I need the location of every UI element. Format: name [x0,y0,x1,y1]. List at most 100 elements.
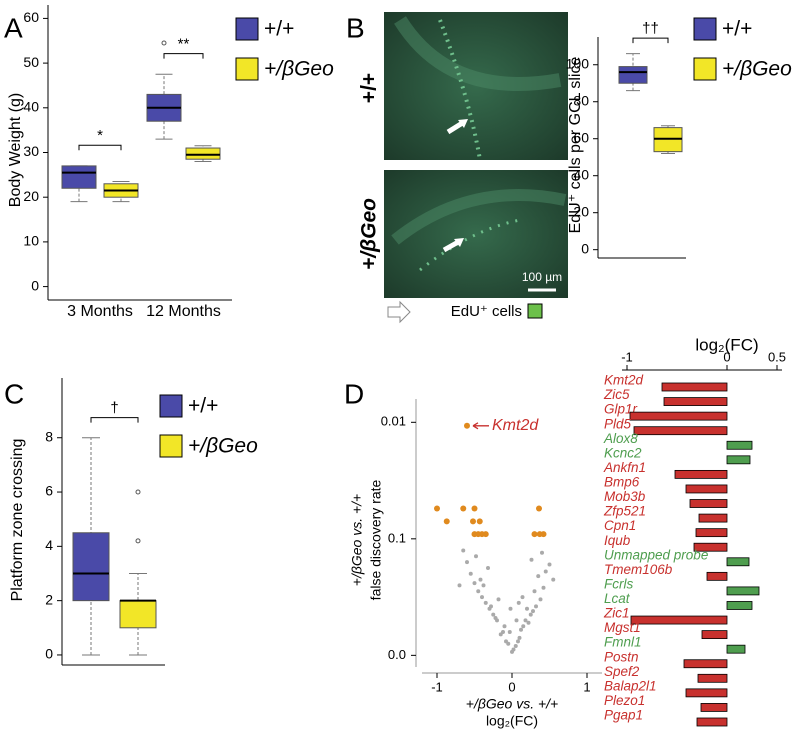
box [119,600,157,629]
gene-label: Pld5 [604,416,632,431]
significance-label: * [97,127,103,144]
gene-label: Unmapped probe [604,547,708,562]
point [536,505,542,512]
y-axis-title: Body Weight (g) [7,93,24,207]
bar [706,571,728,581]
point [478,577,483,582]
point [540,550,544,555]
stain-label: EdU⁺ cells [451,303,522,320]
point [483,600,488,605]
point [464,422,470,429]
bar [689,499,728,508]
x-tick-label: 0.5 [768,349,786,364]
gene-label: Fcrls [604,576,633,591]
bar [630,615,728,625]
point [474,554,478,559]
bar [726,557,750,567]
point [476,518,483,525]
y-tick-label: 40 [23,99,39,115]
tissue-layer [391,189,567,245]
y-tick-label: 20 [23,188,39,204]
legend-label: +/βGeo [188,435,258,458]
point [516,639,520,644]
gene-label: Alox8 [603,431,638,446]
gene-label: Kcnc2 [604,445,642,460]
x-tick-label: -1 [431,679,443,694]
point [547,562,552,567]
y-tick-label: 60 [573,129,589,145]
x-tick-label: 12 Months [146,303,221,320]
gene-label: Zic1 [603,606,630,621]
y-tick-label: 0.1 [388,530,406,545]
bar [696,717,728,727]
annotation: Kmt2d [492,417,539,434]
gene-label: Cpn1 [604,518,636,533]
point [443,518,450,525]
legend-label: +/+ [264,18,294,41]
outlier [135,489,141,495]
tissue-layer [394,16,562,91]
bar [685,688,728,698]
y-tick-label: 80 [573,92,589,108]
point [521,624,526,629]
outlier [161,40,167,46]
point [471,505,478,512]
stain-swatch [527,303,543,319]
gene-label: Spef2 [604,664,640,679]
bar [726,601,753,610]
point [502,624,507,629]
point [510,649,514,654]
gene-label: Tmem106b [604,562,673,577]
gene-label: Postn [604,649,639,664]
y-tick-label: 0 [45,646,53,662]
y-tick-label: 4 [45,537,53,553]
point [465,560,469,565]
y-axis-title: EdU⁺ cells per GCL slice [567,57,584,234]
point [541,585,546,590]
legend-label: +/βGeo [722,58,792,81]
point [496,597,501,602]
legend-swatch [235,57,259,81]
point [434,505,440,512]
y-tick-label: 60 [23,9,39,25]
point [538,597,543,602]
y-tick-label: 0 [581,240,589,256]
box [185,147,221,160]
panel-letter: D [344,378,364,409]
y-axis-title: false discovery rate [368,479,384,600]
point [504,639,508,644]
y-tick-label: 30 [23,143,39,159]
x-tick-label: 3 Months [67,303,133,320]
gene-label: Mgst1 [604,620,641,635]
point [481,583,486,588]
point [531,531,538,538]
y-tick-label: 10 [23,233,39,249]
significance-bracket [90,417,139,423]
point [528,612,533,617]
y-tick-label: 0 [31,277,39,293]
bar [726,644,746,654]
x-tick-label: 0 [723,349,730,364]
bar [685,484,728,494]
legend-swatch [159,394,183,418]
significance-label: †† [642,20,659,37]
box [72,532,110,602]
point [513,644,518,649]
point [486,565,490,570]
point [525,606,529,611]
point [493,616,498,621]
point [457,583,462,588]
scale-bar-label: 100 µm [522,270,562,284]
legend-label: +/βGeo [264,58,334,81]
point [476,589,481,594]
bar [674,469,728,479]
y-tick-label: 2 [45,591,53,607]
annotation-arrow [472,422,489,430]
x-axis-title: +/βGeo vs. +/+ [466,696,558,712]
legend-swatch [693,57,717,81]
point [470,518,476,525]
point [523,618,528,623]
bar [697,673,728,683]
point [482,531,489,538]
